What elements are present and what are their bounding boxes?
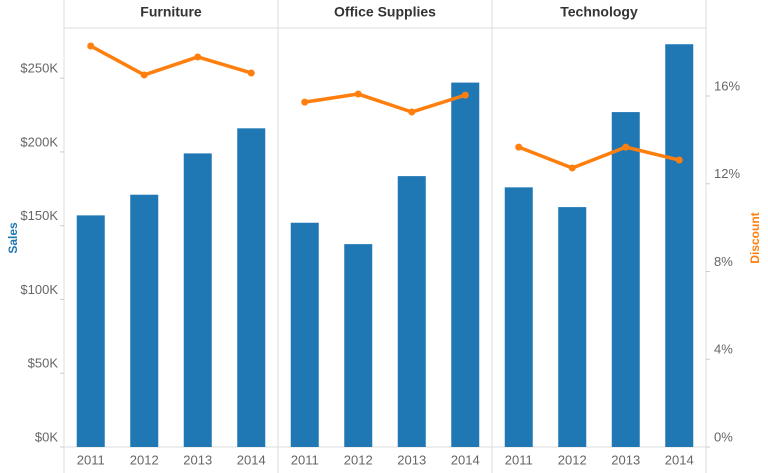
x-tick-label: 2011 <box>291 452 319 467</box>
line-point <box>675 156 683 164</box>
bar <box>237 128 266 447</box>
line-point <box>515 143 523 151</box>
line-point <box>140 71 148 79</box>
line-point <box>87 42 95 50</box>
y2-tick-label: 16% <box>714 78 740 93</box>
line-point <box>568 164 576 172</box>
x-tick-label: 2013 <box>611 452 640 467</box>
y2-axis-title: Discount <box>748 212 762 263</box>
panel-title: Technology <box>560 4 638 20</box>
line-point <box>408 108 416 116</box>
x-tick-label: 2011 <box>505 452 533 467</box>
bar <box>76 215 105 447</box>
bar <box>451 82 480 448</box>
x-tick-label: 2012 <box>344 452 373 467</box>
x-tick-label: 2012 <box>130 452 159 467</box>
y-tick-label: $50K <box>28 356 59 371</box>
line-point <box>622 143 630 151</box>
x-tick-label: 2014 <box>237 452 266 467</box>
bar <box>344 244 373 447</box>
y2-tick-label: 12% <box>714 166 740 181</box>
bar <box>665 44 694 447</box>
bar <box>397 176 426 447</box>
bar <box>558 207 587 447</box>
bar <box>290 222 319 447</box>
y-tick-label: $0K <box>35 429 58 444</box>
y-axis-title: Sales <box>6 222 20 254</box>
line <box>304 92 466 114</box>
y2-tick-label: 4% <box>714 342 733 357</box>
panel-title: Furniture <box>140 4 202 20</box>
bar <box>504 187 533 448</box>
x-tick-label: 2014 <box>451 452 480 467</box>
y-tick-label: $150K <box>20 208 58 223</box>
x-tick-label: 2011 <box>77 452 105 467</box>
line-point <box>247 69 255 77</box>
x-tick-label: 2013 <box>183 452 212 467</box>
x-tick-label: 2013 <box>397 452 426 467</box>
panel-title: Office Supplies <box>334 4 436 20</box>
bar <box>611 112 640 448</box>
y2-tick-label: 8% <box>714 254 733 269</box>
line-point <box>461 91 469 99</box>
bar <box>130 194 159 447</box>
line <box>89 44 252 77</box>
y-tick-label: $100K <box>20 282 58 297</box>
line-point <box>354 90 362 98</box>
y-tick-label: $250K <box>20 61 58 76</box>
line-point <box>301 98 309 106</box>
y2-tick-label: 0% <box>714 429 733 444</box>
line <box>518 145 680 170</box>
y-tick-label: $200K <box>20 134 58 149</box>
x-tick-label: 2012 <box>558 452 587 467</box>
bar <box>183 153 212 448</box>
x-tick-label: 2014 <box>665 452 694 467</box>
line-point <box>194 53 202 61</box>
